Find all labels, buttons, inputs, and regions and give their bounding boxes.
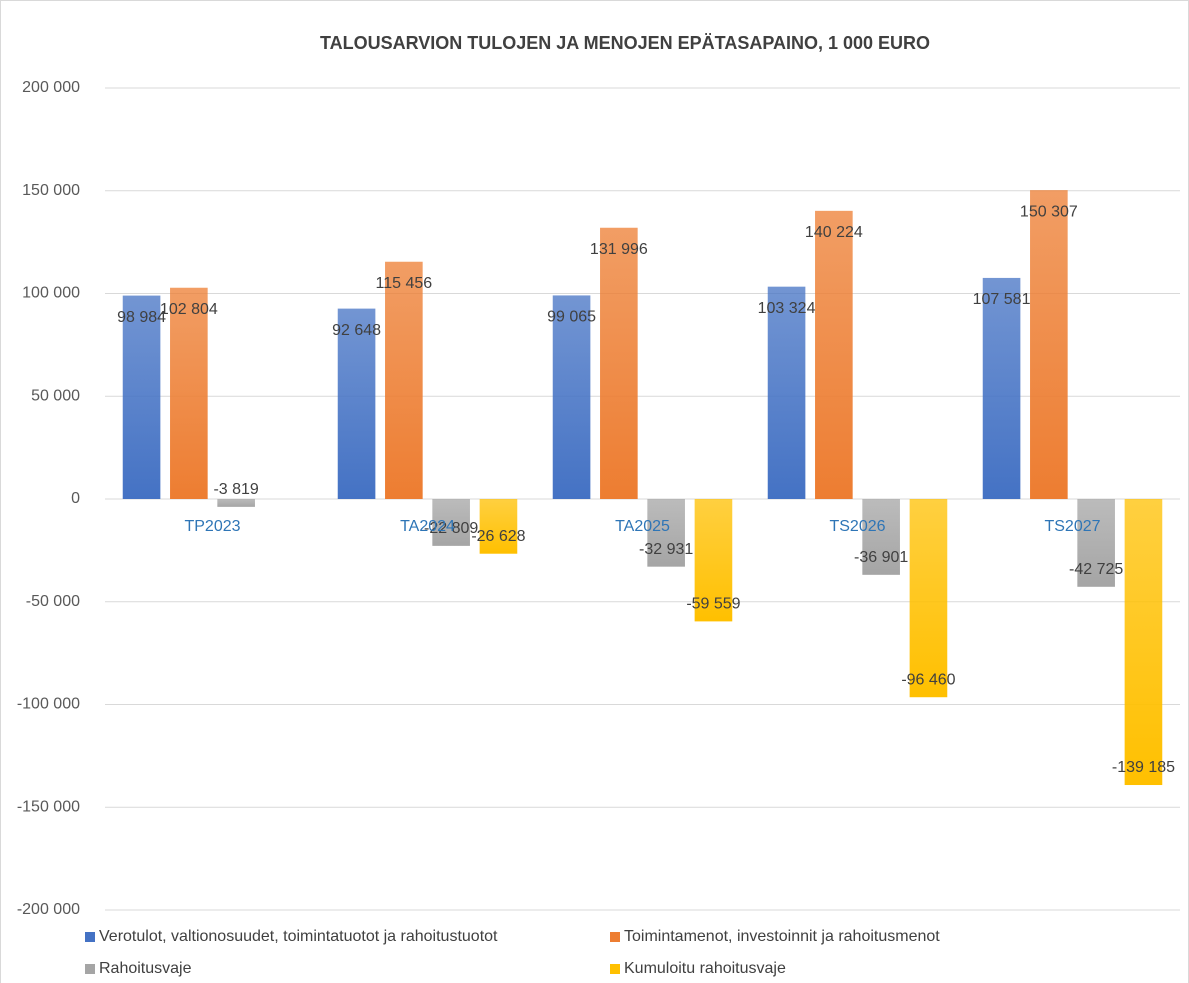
y-tick-label: 200 000 (22, 79, 80, 96)
data-label: 99 065 (547, 309, 596, 326)
data-label: -36 901 (854, 549, 908, 566)
bar (479, 499, 518, 554)
bar (385, 261, 423, 499)
x-tick-label: TA2024 (400, 518, 455, 535)
legend-label: Rahoitusvaje (99, 960, 192, 977)
data-label: -139 185 (1112, 759, 1175, 776)
bar (815, 210, 853, 500)
legend-label: Verotulot, valtionosuudet, toimintatuoto… (99, 928, 498, 945)
bar (1077, 499, 1115, 587)
y-tick-label: 100 000 (22, 285, 80, 302)
bar (767, 286, 806, 499)
data-label: 92 648 (332, 322, 381, 339)
bar (552, 295, 591, 499)
bar (122, 295, 161, 499)
data-label: -59 559 (686, 596, 740, 613)
legend-swatch (610, 932, 620, 942)
y-tick-label: 50 000 (31, 387, 80, 404)
legend-swatch (85, 964, 95, 974)
data-label: 103 324 (758, 300, 816, 317)
data-label: 131 996 (590, 241, 648, 258)
bar (909, 499, 948, 698)
bar (982, 277, 1021, 499)
bar (694, 499, 733, 622)
x-tick-label: TS2027 (1044, 518, 1100, 535)
bar (647, 499, 685, 567)
legend-swatch (85, 932, 95, 942)
data-label: -3 819 (213, 481, 258, 498)
bar (1124, 499, 1163, 786)
data-label: -96 460 (901, 671, 955, 688)
data-label: -42 725 (1069, 561, 1123, 578)
legend-label: Toimintamenot, investoinnit ja rahoitusm… (624, 928, 940, 945)
bar (432, 499, 470, 546)
data-label: -26 628 (471, 528, 525, 545)
chart-title: TALOUSARVION TULOJEN JA MENOJEN EPÄTASAP… (320, 33, 930, 53)
bar (337, 308, 376, 499)
legend-label: Kumuloitu rahoitusvaje (624, 960, 786, 977)
y-tick-label: -150 000 (17, 798, 80, 815)
y-tick-label: 150 000 (22, 182, 80, 199)
bar (1030, 190, 1068, 499)
bar (170, 287, 208, 499)
data-label: 150 307 (1020, 203, 1078, 220)
bar (217, 499, 255, 507)
legend-swatch (610, 964, 620, 974)
data-label: -22 809 (424, 520, 478, 537)
x-tick-label: TA2025 (615, 518, 670, 535)
data-label: 107 581 (973, 291, 1031, 308)
data-label: -32 931 (639, 541, 693, 558)
data-label: 98 984 (117, 309, 166, 326)
data-label: 140 224 (805, 224, 863, 241)
data-label: 102 804 (160, 301, 218, 318)
bar (862, 499, 900, 575)
x-tick-label: TS2026 (829, 518, 885, 535)
bar (600, 227, 638, 499)
y-tick-label: -100 000 (17, 696, 80, 713)
y-tick-label: 0 (71, 490, 80, 507)
data-label: 115 456 (376, 275, 433, 292)
y-tick-label: -50 000 (26, 593, 80, 610)
x-tick-label: TP2023 (184, 518, 240, 535)
y-tick-label: -200 000 (17, 901, 80, 918)
